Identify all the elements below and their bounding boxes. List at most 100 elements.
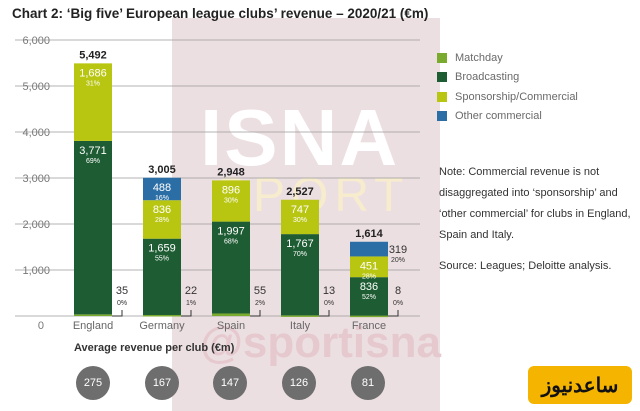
matchday-bracket xyxy=(181,310,192,317)
data-label-pct: 69% xyxy=(86,158,100,165)
data-label-pct: 70% xyxy=(293,251,307,258)
legend-item-matchday: Matchday xyxy=(437,48,578,68)
matchday-bracket xyxy=(319,310,330,317)
data-label: 3,771 xyxy=(79,145,107,157)
bar-segment xyxy=(212,180,250,222)
data-label-pct: 30% xyxy=(293,217,307,224)
watermark-handle: @sportisna xyxy=(200,318,441,367)
y-tick-label: 4,000 xyxy=(22,127,50,139)
legend-item-broadcasting: Broadcasting xyxy=(437,68,578,88)
matchday-label: 22 xyxy=(185,285,197,297)
data-label: 836 xyxy=(360,281,378,293)
total-label: 2,527 xyxy=(286,186,314,198)
legend-label: Matchday xyxy=(455,51,503,64)
bar-segment xyxy=(74,63,112,141)
legend-swatch xyxy=(437,72,447,83)
y-tick-label: 6,000 xyxy=(22,35,50,47)
bar-segment xyxy=(143,314,181,317)
matchday-bracket xyxy=(388,310,399,317)
matchday-pct: 0% xyxy=(117,300,127,307)
bar-segment xyxy=(350,256,388,278)
legend: Matchday Broadcasting Sponsorship/Commer… xyxy=(437,48,578,126)
data-label: 896 xyxy=(222,184,240,196)
bar-segment xyxy=(143,238,181,315)
x-tick-label: Italy xyxy=(290,320,311,332)
x-tick-label: France xyxy=(352,320,386,332)
matchday-label: 55 xyxy=(254,285,266,297)
bar-segment xyxy=(143,200,181,239)
y-tick-label: 1,000 xyxy=(22,265,50,277)
total-label: 3,005 xyxy=(148,164,176,176)
matchday-label: 13 xyxy=(323,285,335,297)
bar-segment xyxy=(350,277,388,316)
chart-title: Chart 2: ‘Big five’ European league club… xyxy=(12,6,429,21)
matchday-pct: 0% xyxy=(324,300,334,307)
matchday-pct: 2% xyxy=(255,300,265,307)
data-label: 1,686 xyxy=(79,67,107,79)
data-label: 747 xyxy=(291,204,309,216)
bar-segment xyxy=(143,177,181,201)
legend-label: Other commercial xyxy=(455,110,542,123)
average-circle: 275 xyxy=(76,366,110,400)
average-circle: 81 xyxy=(351,366,385,400)
average-label: Average revenue per club (€m) xyxy=(74,342,235,354)
total-label: 5,492 xyxy=(79,49,107,61)
matchday-bracket xyxy=(250,310,261,317)
data-label: 488 xyxy=(153,182,171,194)
y-tick-label: 5,000 xyxy=(22,81,50,93)
legend-label: Sponsorship/Commercial xyxy=(455,90,578,103)
legend-label: Broadcasting xyxy=(455,71,520,84)
data-label-pct: 30% xyxy=(224,197,238,204)
legend-item-sponsorship: Sponsorship/Commercial xyxy=(437,87,578,107)
data-label: 1,767 xyxy=(286,238,314,250)
data-label-pct: 55% xyxy=(155,256,169,263)
y-tick-label: 0 xyxy=(38,320,44,332)
matchday-bracket xyxy=(112,310,123,317)
matchday-pct: 1% xyxy=(186,300,196,307)
x-tick-label: Germany xyxy=(139,320,185,332)
chart-source: Source: Leagues; Deloitte analysis. xyxy=(439,260,612,272)
bar-segment xyxy=(350,315,388,318)
y-tick-label: 3,000 xyxy=(22,173,50,185)
total-label: 1,614 xyxy=(355,228,383,240)
data-label: 319 xyxy=(389,244,407,256)
data-label: 1,659 xyxy=(148,243,176,255)
data-label-pct: 16% xyxy=(155,195,169,202)
legend-swatch xyxy=(437,111,447,122)
matchday-pct: 0% xyxy=(393,300,403,307)
matchday-label: 8 xyxy=(395,285,401,297)
average-circle: 167 xyxy=(145,366,179,400)
data-label-pct: 28% xyxy=(155,217,169,224)
saednews-logo: ساعدنیوز xyxy=(528,366,632,404)
bar-segment xyxy=(74,140,112,315)
bar-segment xyxy=(212,221,250,314)
bar-segment xyxy=(350,241,388,257)
bar-segment xyxy=(74,314,112,316)
data-label: 836 xyxy=(153,204,171,216)
data-label-pct: 52% xyxy=(362,294,376,301)
matchday-label: 35 xyxy=(116,285,128,297)
bar-segment xyxy=(281,315,319,317)
y-tick-label: 2,000 xyxy=(22,219,50,231)
bar-segment xyxy=(212,313,250,316)
chart-note: Note: Commercial revenue is not disaggre… xyxy=(439,166,631,241)
data-label: 1,997 xyxy=(217,226,245,238)
data-label-pct: 31% xyxy=(86,80,100,87)
bar-segment xyxy=(281,199,319,235)
x-tick-label: Spain xyxy=(217,320,245,332)
average-circle: 126 xyxy=(282,366,316,400)
data-label-pct: 20% xyxy=(391,257,405,264)
legend-item-other-commercial: Other commercial xyxy=(437,107,578,127)
total-label: 2,948 xyxy=(217,166,245,178)
bar-segment xyxy=(281,234,319,316)
data-label-pct: 28% xyxy=(362,273,376,280)
watermark-isna: ISNA xyxy=(200,93,400,182)
data-label: 451 xyxy=(360,260,378,272)
data-label-pct: 68% xyxy=(224,239,238,246)
legend-swatch xyxy=(437,91,447,102)
x-tick-label: England xyxy=(73,320,113,332)
average-circle: 147 xyxy=(213,366,247,400)
legend-swatch xyxy=(437,52,447,63)
